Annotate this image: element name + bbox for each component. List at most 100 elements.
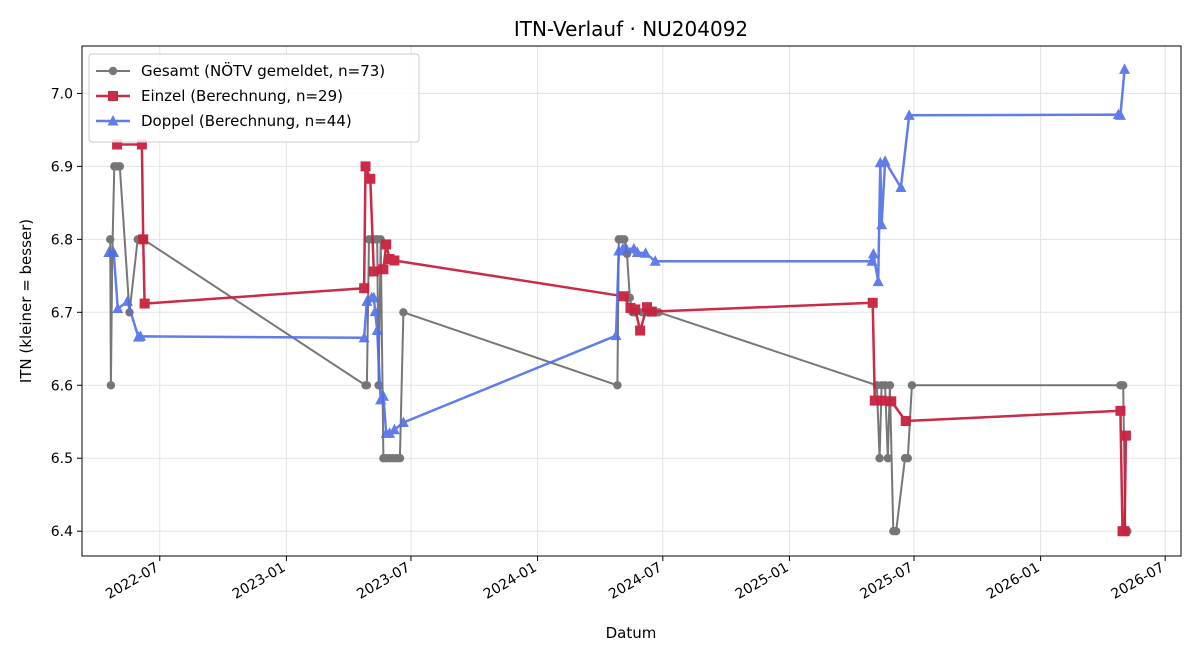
x-axis: 2022-07 2023-01 2023-07 2024-01 2024-07 2025-… xyxy=(103,556,1167,603)
chart-title: ITN-Verlauf · NU204092 xyxy=(514,17,748,41)
data-point-einzel xyxy=(900,416,911,427)
y-tick-label: 6.4 xyxy=(51,524,73,540)
data-point-doppel xyxy=(134,330,146,341)
data-point-gesamt xyxy=(362,381,372,390)
data-point-doppel xyxy=(879,155,891,166)
data-point-einzel xyxy=(886,396,897,407)
x-tick-label: 2023-01 xyxy=(230,560,289,603)
y-tick-label: 6.8 xyxy=(51,232,73,248)
data-point-einzel xyxy=(867,297,878,308)
data-point-doppel xyxy=(649,255,661,266)
data-point-einzel xyxy=(360,161,371,172)
data-point-einzel xyxy=(1119,526,1130,537)
legend-entry-einzel xyxy=(96,91,130,101)
y-tick-label: 6.9 xyxy=(51,159,73,175)
data-point-doppel xyxy=(866,255,878,266)
data-point-doppel xyxy=(108,246,120,257)
data-point-einzel xyxy=(646,306,657,317)
data-point-doppel xyxy=(384,427,396,438)
data-point-einzel xyxy=(368,266,379,277)
data-point-gesamt xyxy=(106,235,115,244)
y-axis: 6.4 6.5 6.6 6.7 6.8 6.9 7.0 xyxy=(51,86,82,540)
series-layer xyxy=(103,63,1132,537)
data-point-einzel xyxy=(1120,430,1131,441)
data-point-gesamt xyxy=(399,308,408,317)
y-tick-label: 6.5 xyxy=(51,451,73,467)
series-einzel xyxy=(112,139,1131,537)
data-point-einzel xyxy=(381,239,392,250)
data-point-doppel xyxy=(867,247,879,259)
data-point-doppel xyxy=(361,295,373,306)
data-point-doppel xyxy=(121,295,133,306)
legend-label-doppel: Doppel (Berechnung, n=44) xyxy=(141,112,352,130)
x-axis-label: Datum xyxy=(606,624,657,642)
data-point-gesamt xyxy=(885,381,895,390)
data-point-doppel xyxy=(631,246,643,257)
data-point-doppel xyxy=(358,331,370,343)
data-point-doppel xyxy=(1119,63,1131,74)
data-point-gesamt xyxy=(613,381,622,390)
data-point-einzel xyxy=(618,291,629,302)
data-point-doppel xyxy=(876,218,888,230)
data-point-einzel xyxy=(876,395,887,406)
data-point-einzel xyxy=(869,395,880,406)
y-tick-label: 6.6 xyxy=(51,378,73,394)
data-point-doppel xyxy=(112,302,124,314)
data-point-einzel xyxy=(112,139,123,150)
x-tick-label: 2026-01 xyxy=(984,560,1043,603)
data-point-doppel xyxy=(397,416,409,427)
series-gesamt xyxy=(106,162,1132,536)
legend-label-gesamt: Gesamt (NÖTV gemeldet, n=73) xyxy=(141,61,385,80)
data-point-doppel xyxy=(369,305,381,317)
data-point-gesamt xyxy=(395,454,405,463)
data-point-gesamt xyxy=(903,454,912,463)
plot-frame xyxy=(81,45,1182,557)
data-point-einzel xyxy=(365,173,376,184)
series-doppel xyxy=(103,63,1131,438)
data-point-doppel xyxy=(620,242,632,254)
legend-entry-doppel xyxy=(96,115,130,126)
legend-label-einzel: Einzel (Berechnung, n=29) xyxy=(141,87,343,105)
data-point-gesamt xyxy=(115,162,125,171)
data-point-doppel xyxy=(388,423,400,435)
x-tick-label: 2024-07 xyxy=(606,560,665,603)
data-point-einzel xyxy=(136,139,147,150)
x-tick-label: 2026-07 xyxy=(1109,560,1168,603)
data-point-doppel xyxy=(371,324,383,336)
x-tick-label: 2025-07 xyxy=(857,560,916,603)
data-point-gesamt xyxy=(106,381,116,390)
legend: Gesamt (NÖTV gemeldet, n=73) Einzel (Bere… xyxy=(88,53,420,143)
x-tick-label: 2024-01 xyxy=(481,560,540,603)
x-tick-label: 2023-07 xyxy=(354,560,413,603)
data-point-gesamt xyxy=(907,381,917,390)
series-line-gesamt xyxy=(109,165,1128,533)
data-point-gesamt xyxy=(883,454,893,463)
data-point-einzel xyxy=(389,255,400,266)
data-point-einzel xyxy=(1115,405,1126,416)
legend-entry-gesamt xyxy=(96,66,130,76)
data-point-einzel xyxy=(359,283,370,294)
x-tick-label: 2022-07 xyxy=(103,560,162,603)
data-point-doppel xyxy=(1114,109,1126,120)
y-tick-label: 6.7 xyxy=(51,305,73,321)
data-point-einzel xyxy=(635,325,646,336)
x-tick-label: 2025-01 xyxy=(733,560,792,603)
data-point-gesamt xyxy=(620,235,629,244)
data-point-doppel xyxy=(640,247,652,258)
y-tick-label: 7.0 xyxy=(51,86,73,102)
data-point-doppel xyxy=(368,291,380,303)
legend-marker-einzel xyxy=(108,91,118,101)
data-point-einzel xyxy=(138,234,149,245)
data-point-einzel xyxy=(139,298,150,309)
data-point-einzel xyxy=(630,304,641,315)
data-point-doppel xyxy=(872,275,884,287)
legend-box xyxy=(88,53,420,143)
data-point-einzel xyxy=(378,264,389,275)
data-point-doppel xyxy=(610,329,622,341)
data-point-gesamt xyxy=(1118,381,1128,390)
legend-marker-gesamt xyxy=(108,66,118,76)
data-point-gesamt xyxy=(891,526,901,536)
data-point-doppel xyxy=(377,390,389,401)
data-point-doppel xyxy=(895,181,907,193)
